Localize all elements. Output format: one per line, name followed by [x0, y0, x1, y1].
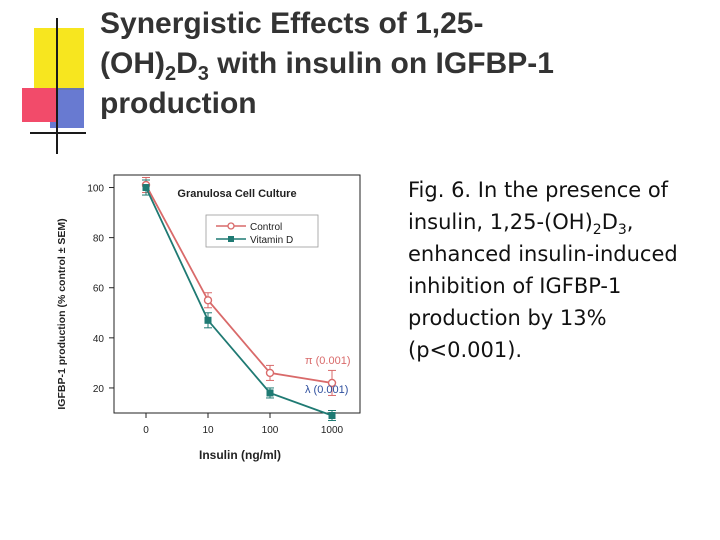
caption-text-1: Fig. 6. In the presence of insulin, 1,25…: [408, 178, 669, 234]
y-tick-label: 100: [87, 184, 104, 195]
data-point-vitamin-d: [142, 184, 150, 192]
data-point-vitamin-d: [266, 389, 274, 397]
annotation-control: π (0.001): [305, 355, 351, 367]
chart-title: Granulosa Cell Culture: [177, 188, 296, 200]
legend-label-1: Vitamin D: [250, 235, 293, 246]
decorative-horizontal-line: [30, 132, 86, 134]
title-text-2: (OH): [100, 47, 165, 80]
figure-caption: Fig. 6. In the presence of insulin, 1,25…: [408, 174, 704, 366]
title-text-3: D: [176, 47, 198, 80]
decorative-vertical-line: [56, 18, 58, 154]
slide-title: Synergistic Effects of 1,25- (OH)2D3 with…: [100, 4, 700, 124]
y-axis-title: IGFBP-1 production (% control ± SEM): [56, 218, 68, 409]
x-tick-label: 1000: [321, 425, 344, 436]
x-tick-label: 0: [143, 425, 149, 436]
legend-box: [205, 214, 319, 248]
x-axis-title: Insulin (ng/ml): [199, 448, 281, 462]
caption-text-2: D: [601, 210, 618, 234]
legend-marker-0: [227, 222, 235, 230]
data-point-vitamin-d: [328, 412, 336, 420]
x-tick-label: 10: [202, 425, 214, 436]
title-subscript-2: 3: [197, 63, 209, 85]
y-tick-label: 40: [93, 334, 105, 345]
title-subscript-1: 2: [164, 63, 177, 85]
data-point-control: [203, 296, 213, 305]
decorative-yellow-square: [34, 28, 84, 90]
plot-frame: [113, 174, 361, 414]
caption-subscript-1: 2: [592, 222, 602, 239]
data-point-control: [327, 378, 337, 388]
series-line-0: [145, 184, 333, 384]
series-line-1: [145, 187, 333, 417]
y-tick-label: 20: [93, 384, 105, 395]
annotation-vitamin-d: λ (0.001): [305, 384, 348, 396]
decorative-red-square: [22, 88, 58, 122]
x-tick-label: 100: [262, 425, 279, 436]
data-point-vitamin-d: [204, 316, 212, 324]
title-text-4: with insulin on IGFBP-1 production: [100, 47, 554, 120]
caption-text-3: , enhanced insulin-induced inhibition of…: [408, 210, 678, 362]
y-tick-label: 60: [93, 284, 105, 295]
legend-label-0: Control: [250, 222, 282, 233]
data-point-control: [265, 368, 275, 378]
title-text-1: Synergistic Effects of 1,25-: [100, 7, 484, 40]
caption-subscript-2: 3: [617, 222, 627, 239]
y-tick-label: 80: [93, 234, 105, 245]
legend-marker-1: [228, 236, 234, 242]
